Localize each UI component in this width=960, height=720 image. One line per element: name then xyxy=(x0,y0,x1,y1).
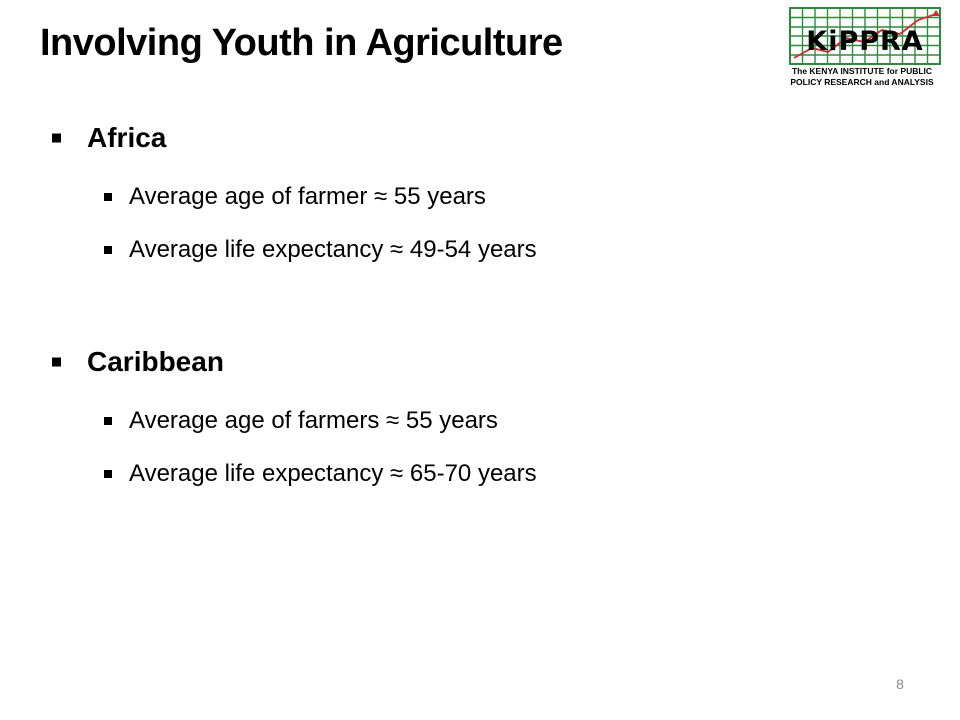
bullet-item-text: Average life expectancy ≈ 49-54 years xyxy=(129,236,537,263)
section-heading-text: Africa xyxy=(87,122,167,153)
section-heading-caribbean: Caribbean xyxy=(52,346,224,378)
square-bullet-icon xyxy=(52,357,61,367)
square-bullet-icon xyxy=(104,470,112,478)
section-heading-africa: Africa xyxy=(52,122,166,154)
slide-title: Involving Youth in Agriculture xyxy=(40,22,563,64)
bullet-item-caribbean-life-expectancy: Average life expectancy ≈ 65-70 years xyxy=(104,460,537,488)
square-bullet-icon xyxy=(52,133,61,143)
page-number: 8 xyxy=(896,676,904,692)
logo-caption-line-1: The KENYA INSTITUTE for PUBLIC xyxy=(791,66,933,76)
bullet-item-text: Average age of farmers ≈ 55 years xyxy=(129,407,498,434)
section-heading-text: Caribbean xyxy=(87,346,224,377)
svg-text:KiPPRA: KiPPRA xyxy=(806,26,923,57)
bullet-item-caribbean-farmer-age: Average age of farmers ≈ 55 years xyxy=(104,407,498,435)
square-bullet-icon xyxy=(104,193,112,201)
kippra-logo: KiPPRA The KENYA INSTITUTE for PUBLIC PO… xyxy=(772,6,952,98)
bullet-item-text: Average age of farmer ≈ 55 years xyxy=(129,183,486,210)
square-bullet-icon xyxy=(104,417,112,425)
logo-caption: The KENYA INSTITUTE for PUBLIC POLICY RE… xyxy=(772,66,952,88)
square-bullet-icon xyxy=(104,246,112,254)
bullet-item-africa-farmer-age: Average age of farmer ≈ 55 years xyxy=(104,183,486,211)
bullet-item-africa-life-expectancy: Average life expectancy ≈ 49-54 years xyxy=(104,236,537,264)
kippra-logo-graphic: KiPPRA xyxy=(789,7,941,65)
logo-caption-line-2: POLICY RESEARCH and ANALYSIS xyxy=(790,77,934,87)
bullet-item-text: Average life expectancy ≈ 65-70 years xyxy=(129,460,537,487)
